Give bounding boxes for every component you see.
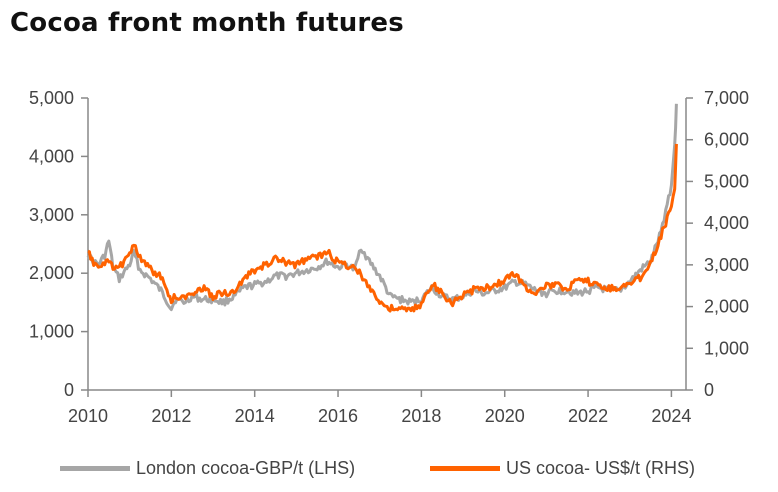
y-right-tick-label: 6,000 [704, 130, 749, 150]
chart-title: Cocoa front month futures [10, 8, 404, 38]
legend-swatch-us [430, 466, 500, 471]
x-tick-label: 2014 [235, 406, 275, 426]
legend-item-london: London cocoa-GBP/t (LHS) [60, 458, 355, 479]
y-left-tick-label: 5,000 [29, 88, 74, 108]
chart-axes: 0 1,000 2,000 3,000 4,000 5,000 0 1,000 2,000 3,0… [29, 88, 749, 426]
y-right-tick-label: 2,000 [704, 297, 749, 317]
x-tick-label: 2020 [485, 406, 525, 426]
x-tick-label: 2012 [151, 406, 191, 426]
y-right-tick-label: 0 [704, 380, 714, 400]
legend-swatch-london [60, 466, 130, 471]
y-left-tick-label: 1,000 [29, 322, 74, 342]
y-right-tick-label: 1,000 [704, 338, 749, 358]
x-tick-label: 2024 [651, 406, 691, 426]
y-right-tick-label: 7,000 [704, 88, 749, 108]
series-line-london [86, 103, 678, 312]
chart-legend: London cocoa-GBP/t (LHS) US cocoa- US$/t… [0, 458, 778, 488]
x-tick-label: 2016 [318, 406, 358, 426]
y-left-tick-label: 3,000 [29, 205, 74, 225]
legend-item-us: US cocoa- US$/t (RHS) [430, 458, 695, 479]
y-left-tick-label: 2,000 [29, 263, 74, 283]
x-tick-label: 2018 [401, 406, 441, 426]
y-right-tick-label: 4,000 [704, 213, 749, 233]
y-left-tick-label: 0 [64, 380, 74, 400]
y-right-tick-label: 3,000 [704, 255, 749, 275]
legend-label-london: London cocoa-GBP/t (LHS) [136, 458, 356, 478]
x-tick-label: 2010 [68, 406, 108, 426]
chart-series [86, 103, 678, 313]
legend-label-us: US cocoa- US$/t (RHS) [506, 458, 696, 478]
y-left-tick-label: 4,000 [29, 146, 74, 166]
y-right-tick-label: 5,000 [704, 171, 749, 191]
x-tick-label: 2022 [568, 406, 608, 426]
series-line-us [87, 143, 678, 313]
